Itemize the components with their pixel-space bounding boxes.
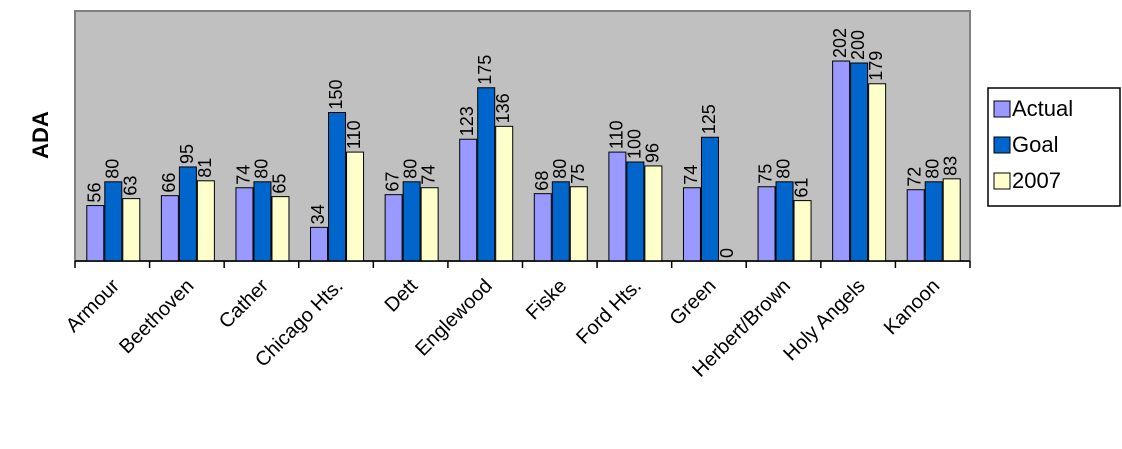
x-tick-label: Englewood (411, 275, 497, 361)
bar-actual (86, 205, 105, 262)
data-label: 0 (717, 248, 737, 258)
legend-swatch (993, 136, 1011, 154)
x-tick-label: Ford Hts. (572, 275, 646, 349)
data-label: 34 (308, 204, 328, 224)
data-label: 80 (774, 159, 794, 179)
legend-items: Actual Goal 2007 (993, 96, 1073, 193)
data-label: 136 (493, 93, 513, 123)
bar-actual (384, 194, 403, 262)
data-label: 175 (475, 55, 495, 85)
data-label: 56 (84, 183, 104, 203)
data-label: 67 (383, 172, 403, 192)
bar-2007 (569, 186, 588, 262)
data-label: 179 (866, 51, 886, 81)
data-label: 202 (830, 28, 850, 58)
bar-actual (906, 189, 925, 262)
bar-2007 (868, 83, 887, 262)
bar-actual (459, 138, 478, 262)
data-label: 74 (419, 165, 439, 185)
data-label: 72 (905, 167, 925, 187)
legend-swatch (993, 100, 1011, 118)
legend: Actual Goal 2007 (987, 87, 1121, 207)
bar-2007 (122, 198, 141, 262)
bar-goal (328, 112, 347, 262)
x-tick-label: Armour (62, 275, 124, 337)
data-label: 83 (941, 156, 961, 176)
legend-label: 2007 (1012, 168, 1061, 193)
x-tick-label: Kanoon (880, 275, 944, 339)
bar-actual (832, 60, 851, 262)
data-label: 125 (699, 104, 719, 134)
data-label: 80 (251, 159, 271, 179)
data-label: 110 (606, 120, 626, 149)
bar-goal (178, 166, 197, 262)
x-tick-label: Fiske (522, 275, 571, 324)
bar-goal (477, 87, 496, 262)
data-label: 96 (642, 143, 662, 163)
data-label: 95 (177, 144, 197, 164)
bar-actual (235, 187, 254, 262)
bar-goal (253, 181, 272, 262)
bar-2007 (420, 187, 439, 262)
data-label: 80 (923, 159, 943, 179)
data-label: 150 (326, 79, 346, 109)
legend-label: Goal (1012, 132, 1058, 157)
data-label: 74 (681, 165, 701, 185)
bar-2007 (196, 180, 215, 262)
bar-actual (608, 151, 627, 262)
bar-actual (160, 195, 179, 262)
bar-goal (850, 62, 869, 262)
x-tick-label: Dett (381, 275, 423, 317)
data-label: 80 (102, 159, 122, 179)
data-label: 80 (401, 159, 421, 179)
legend-swatch (993, 172, 1011, 190)
data-label: 65 (269, 174, 289, 194)
plot-area (74, 10, 971, 262)
data-label: 75 (568, 164, 588, 184)
bar-2007 (942, 178, 961, 262)
bar-2007 (271, 196, 290, 262)
bar-actual (682, 187, 701, 262)
bar-goal (402, 181, 421, 262)
data-label: 100 (624, 129, 644, 159)
bar-2007 (793, 200, 812, 262)
data-label: 80 (550, 159, 570, 179)
x-tick-label: Beethoven (115, 275, 198, 358)
data-label: 61 (792, 178, 812, 198)
bar-goal (551, 181, 570, 262)
x-tick-label: Cather (215, 275, 273, 333)
data-label: 63 (120, 176, 140, 196)
data-label: 66 (159, 173, 179, 193)
x-tick-label: Green (666, 275, 721, 330)
bar-goal (104, 181, 123, 262)
bar-goal (700, 136, 719, 262)
data-label: 123 (457, 106, 477, 136)
data-label: 110 (344, 120, 364, 149)
bar-goal (775, 181, 794, 262)
bar-actual (757, 186, 776, 262)
y-axis-title: ADA (28, 111, 53, 159)
bar-goal (626, 161, 645, 262)
legend-label: Actual (1012, 96, 1073, 121)
bar-actual (310, 226, 329, 262)
data-label: 81 (195, 158, 215, 178)
bar-goal (924, 181, 943, 262)
data-label: 200 (848, 30, 868, 60)
data-label: 74 (233, 165, 253, 185)
bar-actual (533, 193, 552, 262)
bar-2007 (495, 125, 514, 262)
bar-2007 (644, 165, 663, 262)
data-label: 75 (756, 164, 776, 184)
data-label: 68 (532, 171, 552, 191)
bar-2007 (346, 151, 365, 262)
